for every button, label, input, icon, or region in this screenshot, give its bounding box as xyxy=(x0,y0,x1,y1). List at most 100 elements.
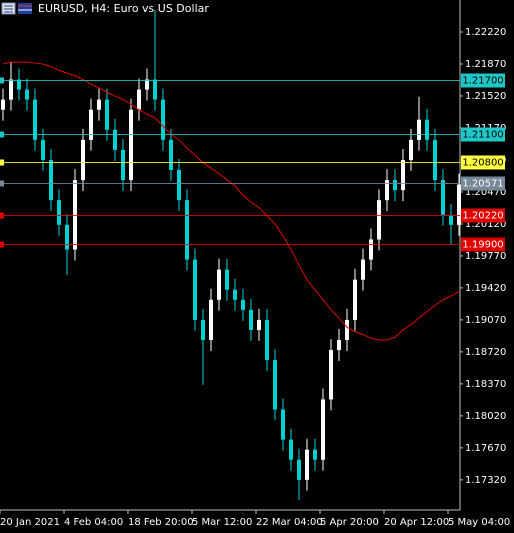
level-marker xyxy=(0,131,4,138)
x-tick-label: 5 Mar 12:00 xyxy=(192,517,252,528)
candle-body xyxy=(193,259,197,320)
y-tick-label: 1.19770 xyxy=(465,251,506,262)
level-label: 1.21100 xyxy=(462,130,503,141)
candle-body xyxy=(153,79,157,100)
moving-average xyxy=(2,61,460,341)
candle-body xyxy=(385,180,389,201)
level-label-box xyxy=(461,127,505,142)
candle-body xyxy=(217,269,221,300)
candle-body xyxy=(89,109,93,140)
candle-body xyxy=(401,159,405,191)
y-tick-label: 1.18020 xyxy=(465,411,506,422)
level-marker xyxy=(0,77,4,84)
y-tick-label: 1.17320 xyxy=(465,475,506,486)
candle-body xyxy=(41,139,45,160)
x-tick-label: 20 Apr 12:00 xyxy=(384,517,449,528)
candle-body xyxy=(361,259,365,280)
candle-body xyxy=(257,319,261,330)
x-tick-label: 5 May 04:00 xyxy=(448,517,510,528)
level-marker xyxy=(0,212,4,219)
level-label: 1.20220 xyxy=(462,211,503,222)
candle-body xyxy=(9,79,13,100)
candle-body xyxy=(161,99,165,140)
candle-body xyxy=(33,99,37,140)
candle-body xyxy=(297,459,301,480)
candle-body xyxy=(377,200,381,240)
candle-body xyxy=(233,289,237,300)
candle-body xyxy=(449,214,453,225)
level-marker xyxy=(0,159,4,166)
y-tick-label: 1.18370 xyxy=(465,379,506,390)
candle-body xyxy=(201,319,205,340)
candle-body xyxy=(353,279,357,320)
symbol-icon xyxy=(1,2,32,15)
candle-body xyxy=(457,184,461,225)
y-tick-label: 1.20470 xyxy=(465,187,506,198)
level-label-box xyxy=(461,155,505,170)
candle-body xyxy=(65,224,69,250)
x-tick-label: 20 Jan 2021 xyxy=(0,517,60,528)
candle-body xyxy=(313,449,317,460)
x-tick-label: 18 Feb 20:00 xyxy=(128,517,194,528)
candle-body xyxy=(145,79,149,90)
level-label-box xyxy=(461,176,505,191)
candle-body xyxy=(433,139,437,181)
candle-body xyxy=(409,139,413,160)
x-tick-label: 5 Apr 20:00 xyxy=(320,517,379,528)
candle-body xyxy=(97,99,101,110)
level-marker xyxy=(0,241,4,248)
candle-body xyxy=(225,269,229,290)
candle-body xyxy=(17,79,21,90)
candle-body xyxy=(265,319,269,361)
candle-body xyxy=(393,180,397,191)
candle-body xyxy=(369,239,373,260)
candle-body xyxy=(129,109,133,181)
level-label-box xyxy=(461,73,505,88)
candle-body xyxy=(425,119,429,140)
level-label: 1.20571 xyxy=(462,179,503,190)
candle-body xyxy=(113,129,117,150)
candle-body xyxy=(345,319,349,340)
candle-body xyxy=(137,89,141,110)
candle-body xyxy=(329,350,333,400)
candle-body xyxy=(241,299,245,310)
y-tick-label: 1.18720 xyxy=(465,347,506,358)
candle-body xyxy=(249,309,253,330)
candle-body xyxy=(185,200,189,260)
candle-body xyxy=(81,139,85,181)
y-tick-label: 1.21870 xyxy=(465,59,506,70)
candle-body xyxy=(417,119,421,140)
level-label-box xyxy=(461,237,505,252)
level-label: 1.20800 xyxy=(462,158,503,169)
candle-body xyxy=(73,180,77,250)
level-label: 1.19900 xyxy=(462,240,503,251)
x-tick-label: 22 Mar 04:00 xyxy=(256,517,323,528)
candle-body xyxy=(105,99,109,130)
candle-body xyxy=(57,200,61,225)
candle-body xyxy=(49,159,53,201)
y-tick-label: 1.22220 xyxy=(465,27,506,38)
candle-body xyxy=(305,449,309,480)
candle-body xyxy=(289,439,293,460)
candle-body xyxy=(169,139,173,170)
candle-body xyxy=(209,299,213,340)
candle-body xyxy=(121,149,125,181)
candle-body xyxy=(337,340,341,351)
candle-body xyxy=(1,99,5,110)
candle-body xyxy=(321,399,325,460)
y-tick-label: 1.19420 xyxy=(465,283,506,294)
level-label-box xyxy=(461,208,505,223)
chart-title: EURUSD, H4: Euro vs US Dollar xyxy=(38,2,209,15)
candle-body xyxy=(25,89,29,100)
y-tick-label: 1.21520 xyxy=(465,91,506,102)
x-tick-label: 4 Feb 04:00 xyxy=(64,517,123,528)
candle-body xyxy=(273,360,277,410)
level-marker xyxy=(0,180,4,187)
candle-body xyxy=(177,170,181,201)
candle-body xyxy=(441,180,445,215)
y-tick-label: 1.17670 xyxy=(465,443,506,454)
y-tick-label: 1.20120 xyxy=(465,219,506,230)
